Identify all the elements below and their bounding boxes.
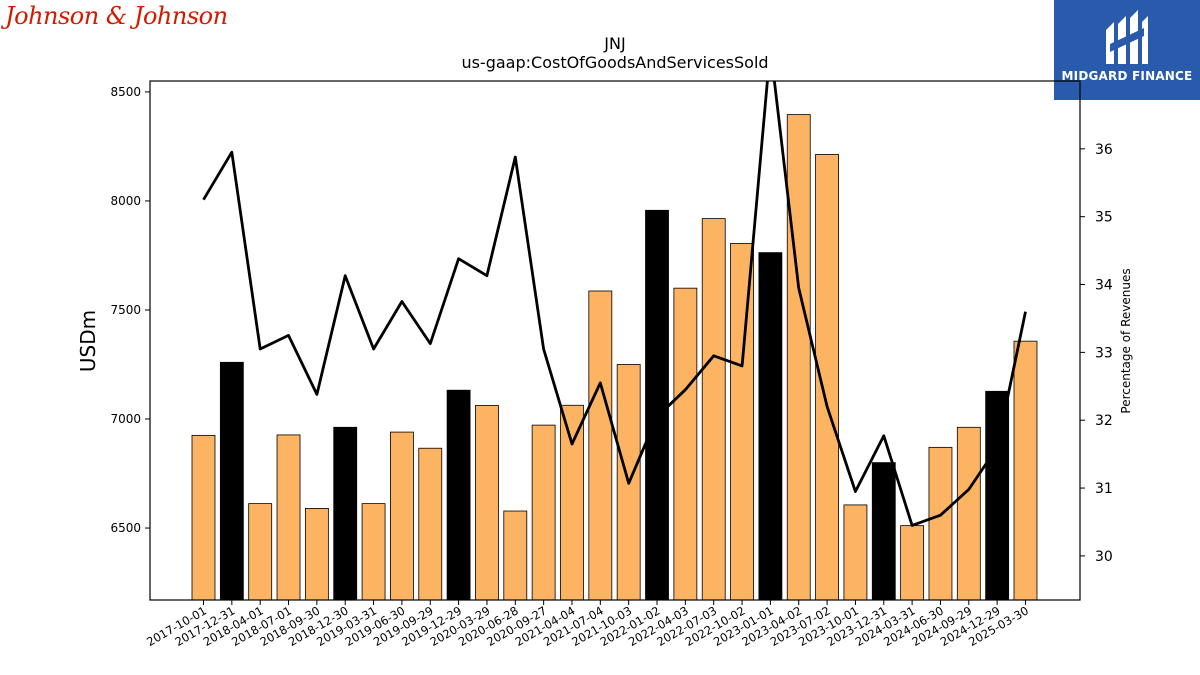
bar-2025-03-30 xyxy=(1013,340,1038,601)
bar-2024-03-31 xyxy=(900,525,925,601)
y2-tick-label-33: 33 xyxy=(1095,345,1113,361)
y-tick-label-7000: 7000 xyxy=(110,412,141,426)
bar-2024-06-30 xyxy=(928,446,953,601)
y2-tick-label-31: 31 xyxy=(1095,481,1113,497)
midgard-logo-icon xyxy=(1106,10,1148,64)
y2-tick-label-30: 30 xyxy=(1095,549,1113,565)
bar-2017-12-31 xyxy=(219,361,244,601)
y-tick-label-6500: 6500 xyxy=(110,521,141,535)
bar-2023-12-31 xyxy=(871,462,896,601)
y2-tick-label-36: 36 xyxy=(1095,142,1113,158)
bar-2020-09-27 xyxy=(531,424,556,601)
bar-2020-06-28 xyxy=(503,510,528,601)
bar-2018-04-01 xyxy=(248,503,273,601)
johnson-johnson-logo: Johnson & Johnson xyxy=(5,2,228,30)
bar-2022-10-02 xyxy=(730,243,754,601)
bar-2019-03-31 xyxy=(361,503,386,601)
y2-axis-label: Percentage of Revenues xyxy=(1119,268,1133,413)
bar-2021-04-04 xyxy=(560,404,584,601)
bar-2017-10-01 xyxy=(191,434,216,601)
bar-2018-07-01 xyxy=(276,434,301,601)
bar-2022-01-02 xyxy=(645,209,669,601)
y-tick-label-8000: 8000 xyxy=(110,194,141,208)
bar-2022-07-03 xyxy=(701,218,726,601)
bar-2020-03-29 xyxy=(475,405,499,601)
bar-2021-07-04 xyxy=(588,290,613,601)
plot-frame xyxy=(149,80,1081,601)
y-tick-label-8500: 8500 xyxy=(110,85,141,99)
bar-2024-12-29 xyxy=(985,390,1010,601)
midgard-finance-watermark: MIDGARD FINANCE xyxy=(1054,0,1200,100)
y-tick-label-7500: 7500 xyxy=(110,303,141,317)
chart-title: JNJ xyxy=(603,34,625,53)
percentage-line xyxy=(202,81,1027,527)
bar-2023-10-01 xyxy=(843,504,868,601)
bar-2023-04-02 xyxy=(786,114,811,601)
bar-2019-06-30 xyxy=(390,431,414,601)
midgard-finance-label: MIDGARD FINANCE xyxy=(1061,69,1193,83)
y2-tick-label-32: 32 xyxy=(1095,413,1113,429)
chart-subtitle: us-gaap:CostOfGoodsAndServicesSold xyxy=(461,53,768,72)
bar-2018-12-30 xyxy=(333,426,358,601)
y2-tick-label-35: 35 xyxy=(1095,210,1113,226)
bar-2018-09-30 xyxy=(304,508,329,601)
bar-2022-04-03 xyxy=(673,287,698,601)
bar-2024-09-29 xyxy=(956,426,981,601)
bar-2019-09-29 xyxy=(418,447,443,601)
y2-tick-label-34: 34 xyxy=(1095,278,1113,294)
bar-2023-01-01 xyxy=(758,252,783,601)
bar-2019-12-29 xyxy=(446,389,471,601)
y-axis-label: USDm xyxy=(76,310,100,372)
